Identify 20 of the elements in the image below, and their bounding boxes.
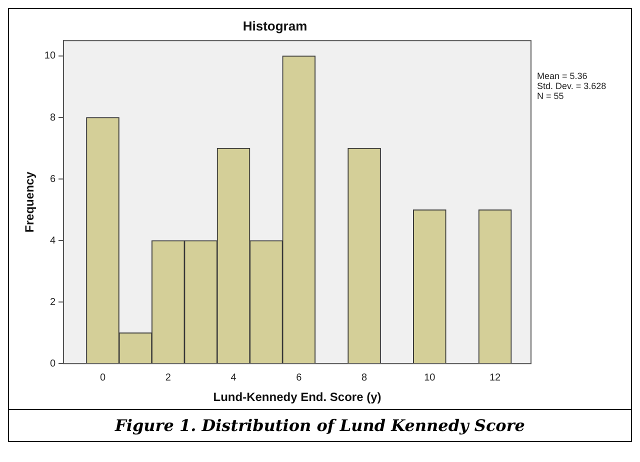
x-tick-label: 4 [230,372,237,384]
x-tick-label: 8 [361,372,368,384]
text: N = 55 [537,91,565,101]
text: Std. Dev. = 3.628 [537,81,606,91]
y-tick-label: 6 [50,174,56,185]
x-tick-label: 6 [296,372,302,384]
x-tick-label: 2 [165,372,172,384]
chart-title: Histogram [242,18,308,34]
x-tick-label: 12 [489,372,502,384]
y-tick-label: 8 [50,112,56,124]
text: Mean = 5.36 [537,71,588,81]
y-tick-label: 10 [44,50,56,62]
y-tick-label: 0 [50,358,56,370]
x-tick-label: 10 [424,372,436,384]
caption: Figure 1. Distribution of Lund Kennedy Score [114,415,526,437]
x-axis-title: Lund-Kennedy End. Score (y) [213,390,382,404]
x-tick-label: 0 [100,372,106,384]
y-tick-label: 2 [50,296,56,308]
y-axis-title: Frequency [22,171,37,232]
y-tick-label: 4 [50,235,56,246]
